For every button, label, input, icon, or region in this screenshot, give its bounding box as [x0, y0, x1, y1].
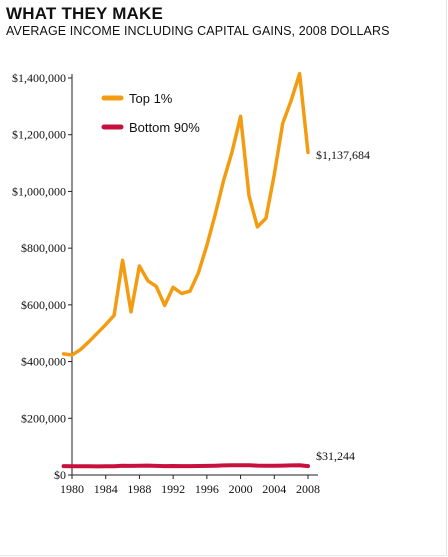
- x-tick-label: 1984: [94, 482, 118, 496]
- y-tick-label: $400,000: [21, 355, 66, 369]
- y-tick-label: $1,400,000: [12, 71, 66, 85]
- x-tick-label: 1980: [60, 482, 84, 496]
- chart-subtitle: AVERAGE INCOME INCLUDING CAPITAL GAINS, …: [6, 24, 390, 38]
- end-label-bottom90: $31,244: [316, 449, 355, 463]
- series-line-top1: [61, 71, 310, 357]
- legend: Top 1% Bottom 90%: [101, 91, 200, 135]
- end-labels: $1,137,684 $31,244: [316, 148, 370, 463]
- y-tick-label: $1,200,000: [12, 128, 66, 142]
- x-tick-label: 1996: [195, 482, 219, 496]
- chart-title: WHAT THEY MAKE: [6, 4, 164, 23]
- x-tick-label: 2000: [229, 482, 253, 496]
- x-tick-label: 2004: [262, 482, 286, 496]
- x-tick-label: 2008: [296, 482, 320, 496]
- y-tick-label: $0: [54, 468, 66, 482]
- legend-label-top1: Top 1%: [129, 91, 173, 106]
- axes: $0 $200,000 $400,000 $600,000 $800,000 $1,000…: [12, 71, 320, 496]
- y-tick-label: $200,000: [21, 411, 66, 425]
- x-tick-label: 1992: [161, 482, 185, 496]
- y-tick-label: $600,000: [21, 298, 66, 312]
- x-tick-label: 1988: [127, 482, 151, 496]
- end-label-top1: $1,137,684: [316, 148, 370, 162]
- y-tick-label: $800,000: [21, 241, 66, 255]
- y-tick-label: $1,000,000: [12, 184, 66, 198]
- series-lines: [61, 71, 310, 469]
- legend-label-bottom90: Bottom 90%: [129, 120, 200, 135]
- series-line-bottom90: [61, 463, 310, 469]
